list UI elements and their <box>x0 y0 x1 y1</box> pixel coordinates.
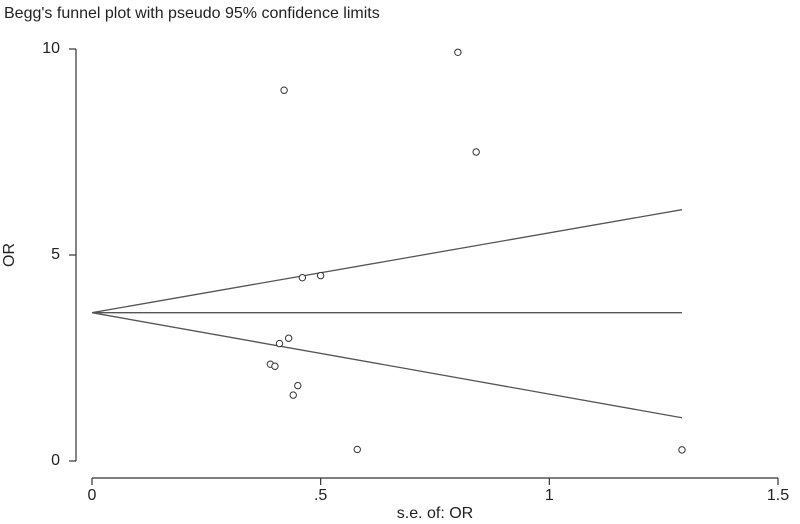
x-tick-label: 1 <box>545 487 554 504</box>
study-point <box>280 86 288 94</box>
study-point <box>271 362 279 370</box>
study-points <box>266 48 686 454</box>
study-point <box>316 271 325 280</box>
study-point <box>284 334 293 342</box>
funnel-lines <box>91 209 683 419</box>
x-axis-ticks: 0 .5 1 1.5 <box>88 478 789 504</box>
study-point <box>454 48 462 56</box>
chart-title: Begg's funnel plot with pseudo 95% confi… <box>4 5 380 22</box>
study-point <box>298 273 307 282</box>
study-point <box>472 148 480 156</box>
y-tick-label: 10 <box>42 40 60 57</box>
x-tick-label: 0 <box>88 487 97 504</box>
y-axis-label: OR <box>1 243 18 267</box>
study-point <box>294 381 302 390</box>
study-point <box>289 391 297 399</box>
upper-confidence-limit-line <box>91 209 683 314</box>
x-tick-label: .5 <box>314 487 327 504</box>
y-tick-label: 5 <box>51 246 60 263</box>
x-tick-label: 1.5 <box>767 487 789 504</box>
y-tick-label: 0 <box>51 452 60 469</box>
study-point <box>275 339 284 348</box>
x-axis-label: s.e. of: OR <box>397 505 473 522</box>
lower-confidence-limit-line <box>91 312 683 419</box>
study-point <box>678 446 686 454</box>
y-axis-ticks: 0 5 10 <box>42 40 76 469</box>
study-point <box>353 445 361 454</box>
